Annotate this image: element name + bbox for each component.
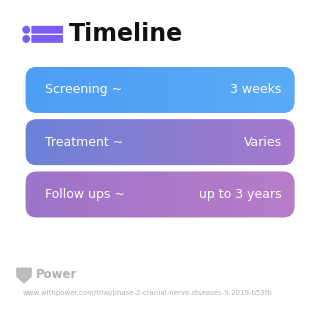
Text: Timeline: Timeline xyxy=(69,22,183,46)
FancyBboxPatch shape xyxy=(26,119,294,165)
Text: up to 3 years: up to 3 years xyxy=(199,188,282,201)
FancyBboxPatch shape xyxy=(31,26,63,34)
FancyBboxPatch shape xyxy=(26,172,294,217)
Text: Varies: Varies xyxy=(244,136,282,149)
Text: Power: Power xyxy=(36,268,77,281)
Text: www.withpower.com/trial/phase-2-cranial-nerve-diseases-9-2019-b53fb: www.withpower.com/trial/phase-2-cranial-… xyxy=(22,290,272,296)
Circle shape xyxy=(23,36,29,42)
Text: 3 weeks: 3 weeks xyxy=(230,83,282,96)
Text: Screening ~: Screening ~ xyxy=(45,83,122,96)
Polygon shape xyxy=(17,268,31,283)
FancyBboxPatch shape xyxy=(26,67,294,113)
Text: Follow ups ~: Follow ups ~ xyxy=(45,188,125,201)
FancyBboxPatch shape xyxy=(31,35,63,43)
Text: Treatment ~: Treatment ~ xyxy=(45,136,123,149)
Circle shape xyxy=(23,26,29,33)
